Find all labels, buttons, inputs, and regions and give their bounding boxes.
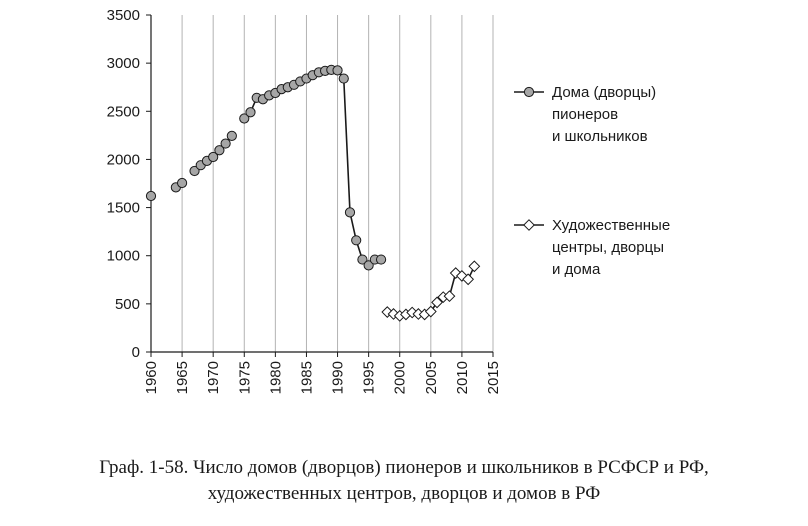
y-tick-label: 2500 xyxy=(107,103,140,120)
series-2-point xyxy=(462,273,475,286)
series-1-point xyxy=(239,113,250,124)
series-1 xyxy=(145,64,387,271)
y-tick-label: 3000 xyxy=(107,55,140,72)
series-1-point xyxy=(338,73,349,84)
series-1-point xyxy=(176,177,188,189)
legend: Дома (дворцы) пионеров и школьников Художес… xyxy=(514,84,670,278)
x-tick-label: 1975 xyxy=(236,361,253,394)
legend-label: Художественные xyxy=(552,217,670,234)
caption-line-2: художественных центров, дворцов и домов … xyxy=(207,483,601,504)
x-tick-label: 1970 xyxy=(205,361,222,394)
series-2-point xyxy=(431,296,443,309)
series-1-point xyxy=(344,207,356,218)
legend-label: пионеров xyxy=(552,106,618,123)
series-1-point xyxy=(332,65,343,76)
y-tick-label: 3500 xyxy=(107,7,140,24)
y-tick-label: 500 xyxy=(115,296,140,313)
series-1-point xyxy=(245,107,256,118)
y-tick-label: 1000 xyxy=(107,248,140,265)
series-layer xyxy=(145,64,481,322)
x-tick-label: 1965 xyxy=(174,361,191,394)
series-1-point xyxy=(208,151,219,163)
x-tick-label: 1985 xyxy=(298,361,315,394)
y-tick-label: 2000 xyxy=(107,151,140,168)
x-tick-label: 1990 xyxy=(330,361,347,394)
chart-svg: 1960 1965 1970 1975 1980 1985 1990 1995 2000 2005… xyxy=(107,7,671,394)
series-1-point xyxy=(357,254,368,265)
y-tick-label: 0 xyxy=(132,344,140,361)
x-tick-label: 1995 xyxy=(361,361,378,394)
legend-entry-1: Дома (дворцы) пионеров и школьников xyxy=(514,84,656,145)
axis-layer: 1960 1965 1970 1975 1980 1985 1990 1995 2000 2005… xyxy=(107,7,502,394)
series-1-point xyxy=(145,190,157,202)
x-tick-label: 2010 xyxy=(454,361,471,394)
series-2-point xyxy=(468,260,481,273)
x-tick-label: 2015 xyxy=(485,361,502,394)
legend-label: центры, дворцы xyxy=(552,239,664,256)
legend-label: и школьников xyxy=(552,128,648,145)
legend-marker xyxy=(523,219,535,231)
series-1-point xyxy=(189,165,200,177)
series-2-point xyxy=(443,290,456,303)
figure-caption: Граф. 1-58. Число домов (дворцов) пионер… xyxy=(0,455,808,507)
x-tick-label: 1980 xyxy=(267,361,284,394)
series-2 xyxy=(381,260,481,322)
series-2-point xyxy=(424,305,437,318)
series-1-point xyxy=(375,254,387,265)
x-tick-label: 2000 xyxy=(392,361,409,394)
x-tick-label: 2005 xyxy=(423,361,440,394)
series-1-point xyxy=(351,235,362,246)
series-1-point xyxy=(214,145,225,156)
series-1-point xyxy=(220,138,231,149)
x-tick-label: 1960 xyxy=(143,361,160,394)
series-1-point xyxy=(363,260,374,271)
series-1-point xyxy=(226,130,237,141)
y-tick-label: 1500 xyxy=(107,200,140,217)
legend-entry-2: Художественные центры, дворцы и дома xyxy=(514,217,670,278)
caption-line-1: Граф. 1-58. Число домов (дворцов) пионер… xyxy=(99,457,709,478)
legend-marker xyxy=(523,86,535,98)
legend-label: Дома (дворцы) xyxy=(552,84,656,101)
legend-label: и дома xyxy=(552,261,601,278)
